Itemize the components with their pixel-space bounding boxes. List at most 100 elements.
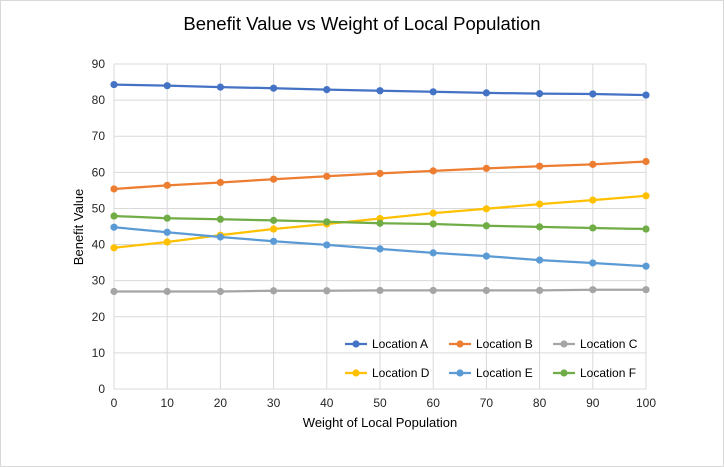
data-point bbox=[323, 172, 331, 180]
data-point bbox=[376, 87, 384, 95]
x-tick-label: 80 bbox=[533, 396, 547, 410]
y-axis-ticks: 0 10 20 30 40 50 60 70 80 90 bbox=[92, 57, 106, 396]
legend-label: Location D bbox=[372, 366, 430, 380]
data-point bbox=[163, 228, 171, 236]
data-point bbox=[482, 222, 490, 230]
legend-item: Location C bbox=[553, 337, 638, 351]
data-point bbox=[429, 209, 437, 217]
data-point bbox=[589, 160, 597, 168]
data-point bbox=[429, 88, 437, 96]
legend-item: Location A bbox=[345, 337, 428, 351]
y-tick-label: 20 bbox=[92, 310, 106, 324]
y-tick-label: 40 bbox=[92, 238, 106, 252]
data-point bbox=[270, 287, 278, 295]
data-point bbox=[163, 238, 171, 246]
data-point bbox=[536, 256, 544, 264]
legend-label: Location E bbox=[476, 366, 533, 380]
data-point bbox=[482, 205, 490, 213]
data-point bbox=[589, 286, 597, 294]
x-tick-label: 40 bbox=[320, 396, 334, 410]
data-point bbox=[163, 214, 171, 222]
data-point bbox=[110, 287, 118, 296]
data-point bbox=[323, 218, 331, 226]
y-tick-label: 90 bbox=[92, 57, 106, 71]
data-point bbox=[270, 237, 278, 245]
data-point bbox=[536, 286, 544, 295]
data-point bbox=[110, 244, 118, 252]
legend-marker bbox=[560, 340, 568, 348]
data-point bbox=[642, 91, 650, 99]
legend-item: Location B bbox=[449, 337, 533, 351]
y-tick-label: 10 bbox=[92, 346, 106, 360]
legend-label: Location A bbox=[372, 337, 428, 351]
series-location-e bbox=[110, 223, 650, 270]
data-point bbox=[642, 262, 650, 270]
data-point bbox=[536, 90, 544, 98]
data-point bbox=[642, 157, 650, 166]
data-point bbox=[163, 287, 171, 296]
x-axis-ticks: 0 10 20 30 40 50 60 70 80 90 100 bbox=[111, 396, 657, 410]
legend-marker bbox=[560, 369, 568, 377]
data-point bbox=[216, 233, 224, 241]
data-point bbox=[110, 212, 118, 220]
legend-item: Location F bbox=[553, 366, 636, 380]
data-point bbox=[323, 241, 331, 249]
x-tick-label: 60 bbox=[427, 396, 441, 410]
data-point bbox=[110, 185, 118, 193]
x-tick-label: 90 bbox=[586, 396, 600, 410]
data-point bbox=[589, 224, 597, 232]
data-point bbox=[270, 225, 278, 233]
data-point bbox=[376, 219, 384, 227]
x-tick-label: 20 bbox=[214, 396, 228, 410]
data-point bbox=[589, 196, 597, 204]
data-point bbox=[429, 286, 437, 295]
legend-item: Location E bbox=[449, 366, 533, 380]
data-point bbox=[376, 286, 384, 295]
data-point bbox=[216, 287, 224, 296]
data-point bbox=[376, 245, 384, 253]
data-point bbox=[270, 216, 278, 224]
legend-marker bbox=[456, 369, 464, 377]
data-point bbox=[323, 86, 331, 94]
data-point bbox=[323, 287, 331, 295]
data-point bbox=[163, 82, 171, 90]
y-tick-label: 80 bbox=[92, 93, 106, 107]
y-axis-title: Benefit Value bbox=[71, 189, 86, 265]
x-tick-label: 50 bbox=[373, 396, 387, 410]
data-point bbox=[642, 192, 650, 200]
data-point bbox=[589, 259, 597, 267]
y-tick-label: 50 bbox=[92, 201, 106, 215]
data-point bbox=[536, 162, 544, 170]
data-point bbox=[482, 164, 490, 172]
legend-marker bbox=[352, 369, 360, 377]
data-point bbox=[429, 220, 437, 228]
data-point bbox=[216, 215, 224, 223]
data-point bbox=[429, 249, 437, 257]
data-point bbox=[216, 178, 224, 187]
data-point bbox=[589, 90, 597, 98]
series-location-c bbox=[110, 286, 650, 296]
data-point bbox=[270, 175, 278, 183]
y-tick-label: 30 bbox=[92, 274, 106, 288]
legend-label: Location C bbox=[580, 337, 638, 351]
data-point bbox=[536, 200, 544, 208]
data-point bbox=[536, 223, 544, 231]
x-tick-label: 100 bbox=[636, 396, 656, 410]
x-tick-label: 30 bbox=[267, 396, 281, 410]
legend-item: Location D bbox=[345, 366, 430, 380]
x-tick-label: 0 bbox=[111, 396, 118, 410]
data-point bbox=[376, 169, 384, 178]
legend: Location A Location B Location C Location D… bbox=[345, 337, 638, 380]
legend-label: Location F bbox=[580, 366, 636, 380]
data-point bbox=[270, 84, 278, 92]
data-point bbox=[642, 286, 650, 294]
series-location-f bbox=[110, 212, 650, 233]
legend-marker bbox=[456, 340, 464, 348]
x-axis-title: Weight of Local Population bbox=[303, 415, 457, 430]
y-tick-label: 0 bbox=[98, 382, 105, 396]
x-tick-label: 10 bbox=[161, 396, 175, 410]
series-location-b bbox=[110, 157, 650, 193]
data-point bbox=[110, 223, 118, 231]
data-point bbox=[110, 80, 118, 89]
